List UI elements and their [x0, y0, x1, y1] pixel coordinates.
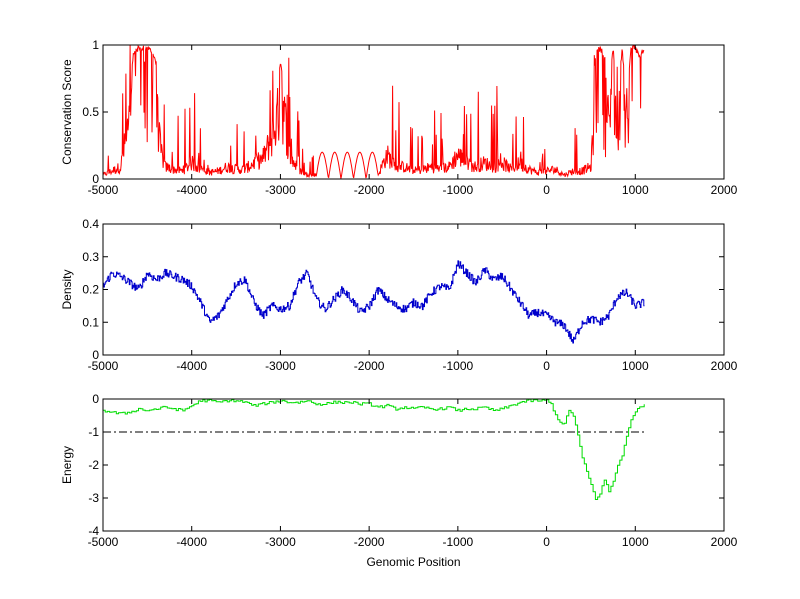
x-tick-label: -4000 [176, 183, 207, 197]
axes-frame [102, 223, 725, 356]
x-tick-label: 1000 [622, 183, 649, 197]
y-tick-label: 0.3 [82, 250, 99, 264]
axes-frame [102, 44, 725, 180]
x-tick-label: -5000 [88, 535, 119, 549]
x-tick-label: -2000 [354, 183, 385, 197]
y-tick-label: -2 [88, 458, 99, 472]
x-tick-label: -3000 [265, 359, 296, 373]
y-tick-label: 0 [92, 392, 99, 406]
y-axis-label: Conservation Score [60, 59, 74, 165]
panel-3: -5000 -4000 -3000 -2000 -1000 0 1000 2000 -4 -3 -2… [60, 392, 738, 569]
x-tick-label: -4000 [176, 359, 207, 373]
x-tick-label: 0 [543, 535, 550, 549]
y-tick-label: -3 [88, 491, 99, 505]
x-tick-label: 1000 [622, 535, 649, 549]
x-tick-label: -1000 [443, 359, 474, 373]
x-tick-label: -3000 [265, 535, 296, 549]
x-tick-label: -1000 [443, 183, 474, 197]
y-tick-label: -1 [88, 425, 99, 439]
x-tick-label: 1000 [622, 359, 649, 373]
y-tick-label: 1 [92, 38, 99, 52]
panel-2: -5000 -4000 -3000 -2000 -1000 0 1000 2000 0 0.1 0.… [60, 217, 738, 373]
panel-1: -5000 -4000 -3000 -2000 -1000 0 1000 2000 0 0.5 1 C… [60, 38, 738, 197]
x-tick-label: 0 [543, 183, 550, 197]
y-tick-label: 0 [92, 348, 99, 362]
data-series-1 [103, 45, 645, 179]
x-tick-label: -4000 [176, 535, 207, 549]
x-axis-label: Genomic Position [366, 555, 460, 569]
x-tick-label: 2000 [711, 535, 738, 549]
x-tick-label: 0 [543, 359, 550, 373]
x-tick-label: -5000 [88, 359, 119, 373]
y-tick-label: 0.2 [82, 283, 99, 297]
x-tick-label: 2000 [711, 183, 738, 197]
series-group [103, 45, 645, 179]
x-tick-label: 2000 [711, 359, 738, 373]
y-axis-label: Density [60, 269, 74, 309]
y-tick-label: 0.4 [82, 217, 99, 231]
data-series-1 [103, 399, 645, 500]
series-group [103, 260, 645, 344]
y-axis-label: Energy [60, 446, 74, 484]
x-tick-label: -2000 [354, 535, 385, 549]
y-tick-label: 0.5 [82, 105, 99, 119]
x-tick-label: -1000 [443, 535, 474, 549]
x-tick-label: -3000 [265, 183, 296, 197]
x-tick-label: -5000 [88, 183, 119, 197]
series-group [103, 399, 645, 500]
y-tick-label: 0.1 [82, 315, 99, 329]
y-tick-label: 0 [92, 172, 99, 186]
axes-frame [102, 398, 725, 532]
y-tick-label: -4 [88, 524, 99, 538]
data-series-1 [103, 260, 645, 344]
x-tick-label: -2000 [354, 359, 385, 373]
